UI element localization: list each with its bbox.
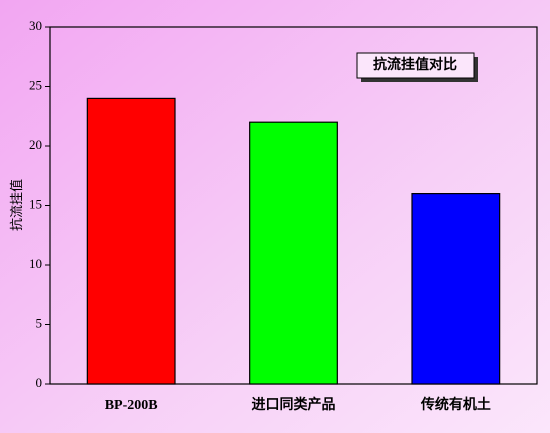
y-tick-label: 15 bbox=[29, 196, 42, 211]
x-tick-label: BP-200B bbox=[105, 398, 158, 413]
y-tick-label: 20 bbox=[29, 137, 42, 152]
bar bbox=[86, 97, 176, 385]
y-axis-label: 抗流挂值 bbox=[9, 179, 24, 231]
x-tick-label: 进口同类产品 bbox=[252, 396, 336, 413]
bar bbox=[411, 193, 501, 385]
y-tick-label: 10 bbox=[29, 256, 42, 271]
y-tick-label: 25 bbox=[29, 77, 42, 92]
chart-title: 抗流挂值对比 bbox=[373, 56, 457, 73]
bar bbox=[249, 121, 338, 385]
y-tick-label: 0 bbox=[36, 375, 43, 390]
y-tick-label: 5 bbox=[36, 315, 43, 330]
x-tick-label: 传统有机土 bbox=[420, 396, 491, 413]
title-box bbox=[356, 52, 475, 79]
y-tick-label: 30 bbox=[29, 18, 42, 33]
